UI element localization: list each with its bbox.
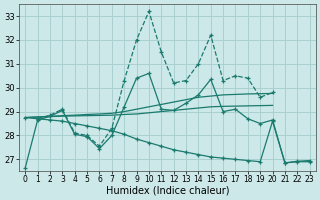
X-axis label: Humidex (Indice chaleur): Humidex (Indice chaleur) <box>106 186 229 196</box>
